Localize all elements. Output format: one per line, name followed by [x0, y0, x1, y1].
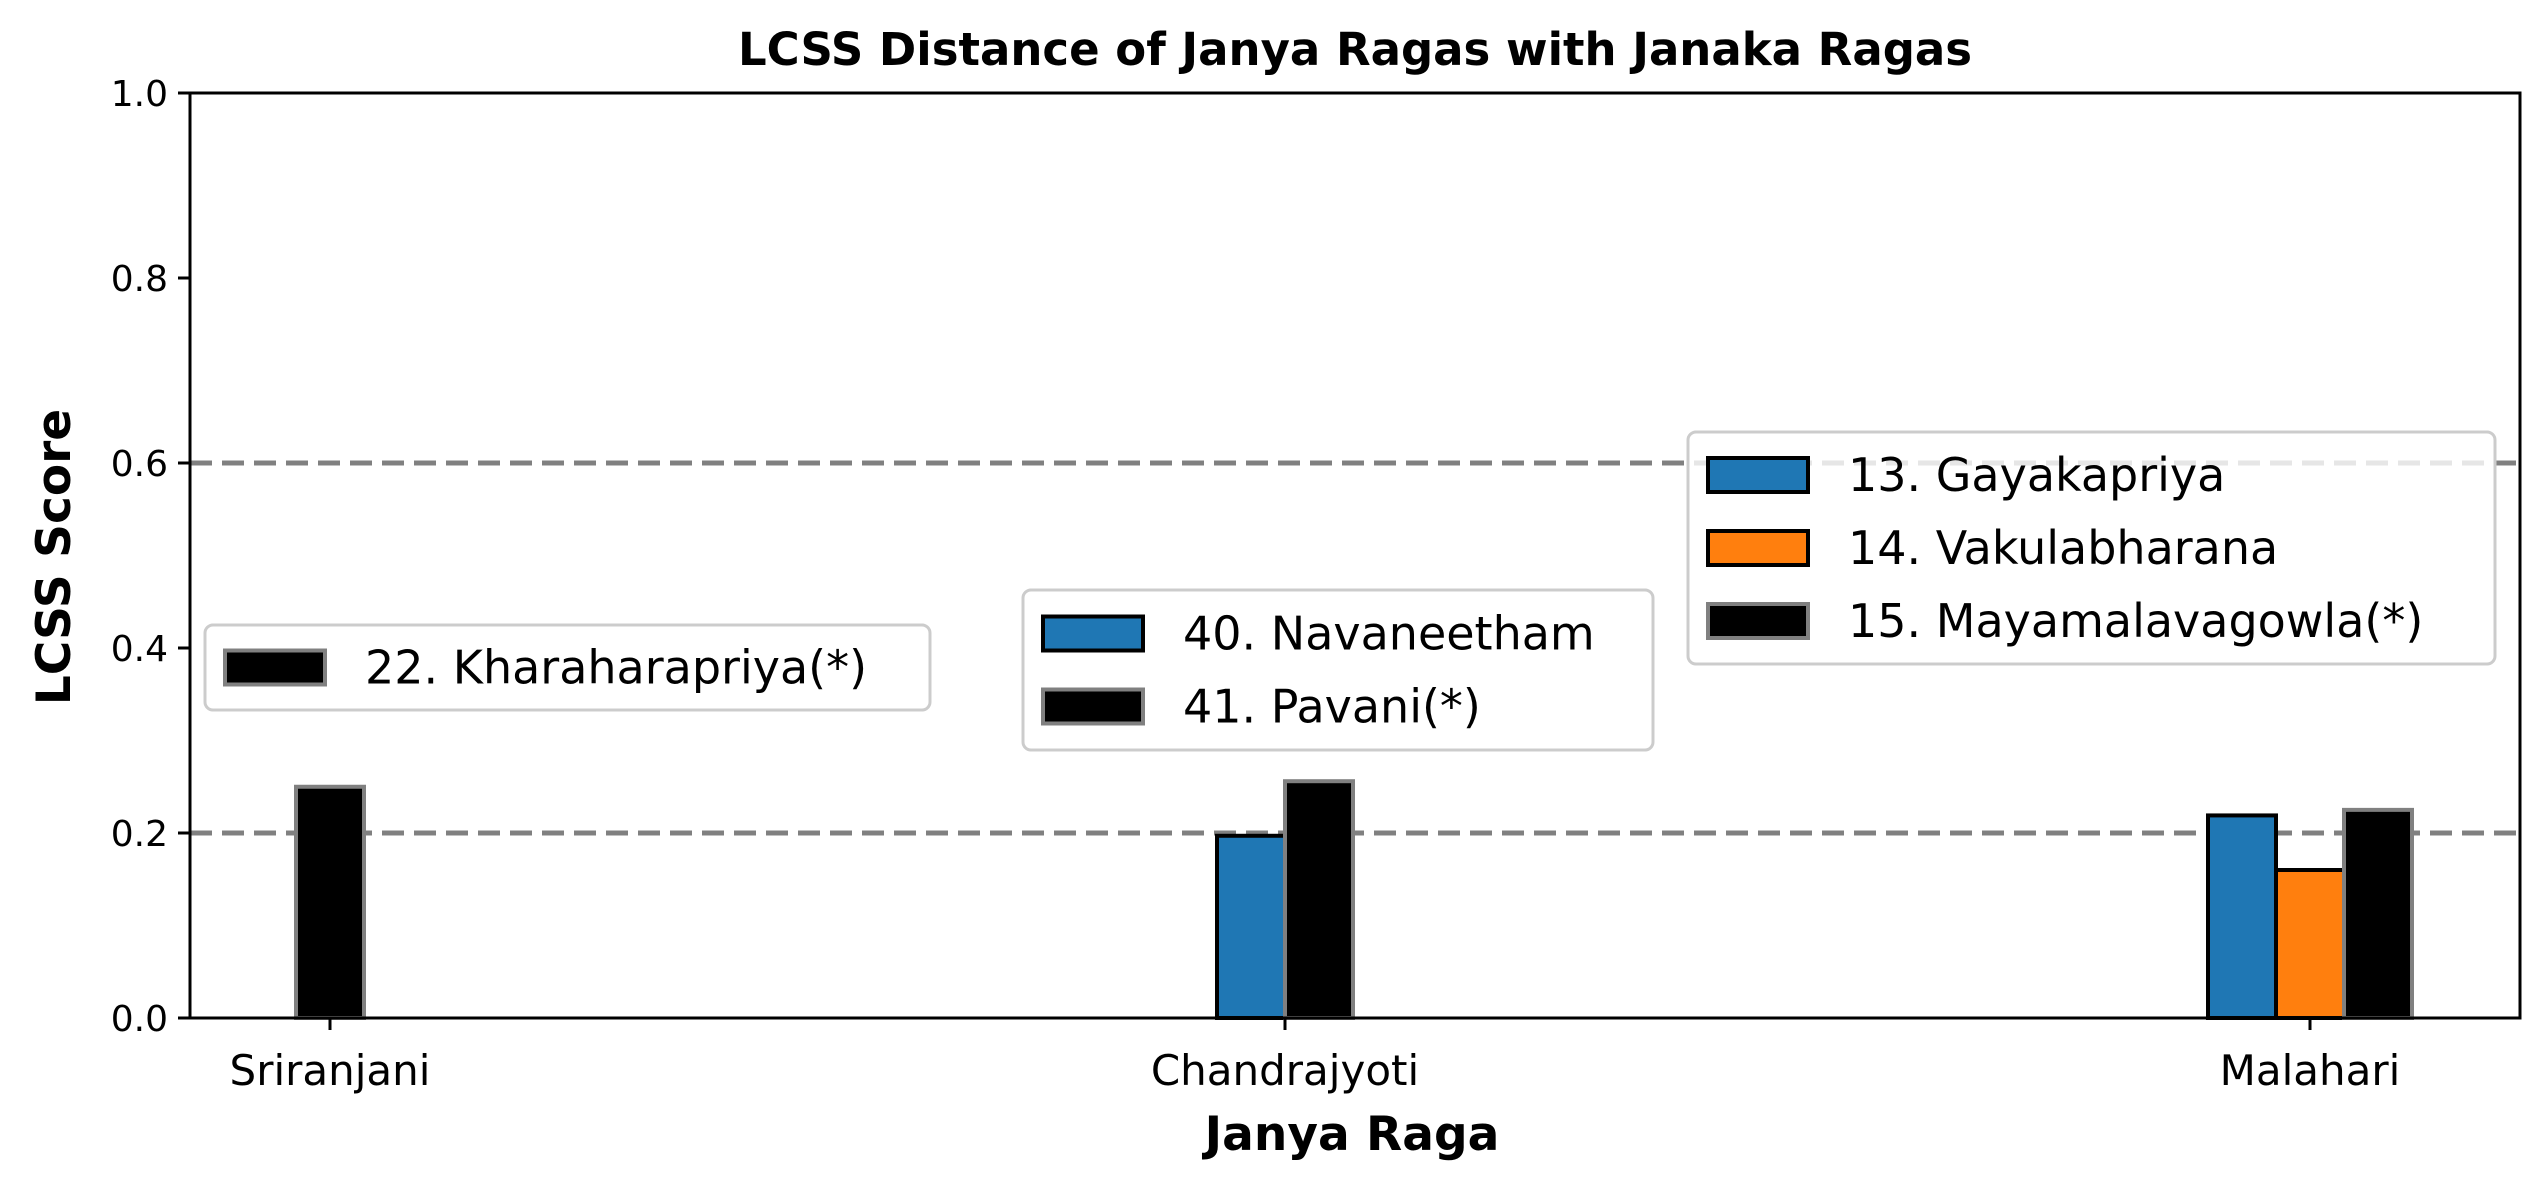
- y-tick-label: 0.4: [111, 629, 168, 670]
- x-tick-label: Malahari: [2220, 1046, 2401, 1095]
- legend-box: [203, 623, 932, 712]
- y-tick-label: 0.0: [111, 999, 168, 1040]
- bar-chandrajyoti-0: [1215, 833, 1287, 1021]
- legend-label: 22. Kharaharapriya(*): [365, 641, 867, 695]
- legend-swatch: [1706, 529, 1810, 567]
- legend-label: 15. Mayamalavagowla(*): [1848, 594, 2423, 648]
- legend-swatch: [1706, 602, 1810, 640]
- bar-malahari-0: [2206, 813, 2278, 1020]
- chart-title: LCSS Distance of Janya Ragas with Janaka…: [738, 23, 1972, 76]
- y-tick-label: 0.8: [111, 259, 168, 300]
- legend-box: [1021, 588, 1655, 752]
- plot-area: Sriranjani Chandrajyoti Malahari 0.0 0.2 0.4 0…: [111, 74, 2522, 1095]
- bar-sriranjani-0: [294, 784, 366, 1020]
- plot-frame: [188, 91, 2522, 1020]
- bar-malahari-2: [2342, 807, 2414, 1020]
- y-axis-label: LCSS Score: [27, 409, 82, 705]
- bar-chandrajyoti-1: [1283, 779, 1355, 1021]
- x-axis-label: Janya Raga: [1202, 1107, 1500, 1162]
- legend-swatch: [1706, 456, 1810, 494]
- y-tick-label: 1.0: [111, 74, 168, 115]
- y-tick-label: 0.6: [111, 444, 168, 485]
- legend-malahari: 13. Gayakapriya 14. Vakulabharana 15. Maya…: [1686, 430, 2497, 666]
- legend-label: 41. Pavani(*): [1183, 680, 1481, 734]
- bar-malahari-1: [2274, 868, 2346, 1020]
- legend-box: [1686, 430, 2497, 666]
- legend-swatch: [223, 648, 327, 687]
- x-tick-label: Sriranjani: [230, 1046, 431, 1095]
- legend-label: 14. Vakulabharana: [1848, 521, 2278, 575]
- legend-swatch: [1041, 614, 1145, 653]
- legend-chandrajyoti: 40. Navaneetham 41. Pavani(*): [1021, 588, 1655, 752]
- bars-layer: [294, 779, 2414, 1021]
- legend-label: 13. Gayakapriya: [1848, 448, 2225, 502]
- legend-label: 40. Navaneetham: [1183, 607, 1595, 661]
- y-tick-label: 0.2: [111, 814, 168, 855]
- x-tick-label: Chandrajyoti: [1151, 1046, 1419, 1095]
- legend-swatch: [1041, 687, 1145, 726]
- legend-sriranjani: 22. Kharaharapriya(*): [203, 623, 932, 712]
